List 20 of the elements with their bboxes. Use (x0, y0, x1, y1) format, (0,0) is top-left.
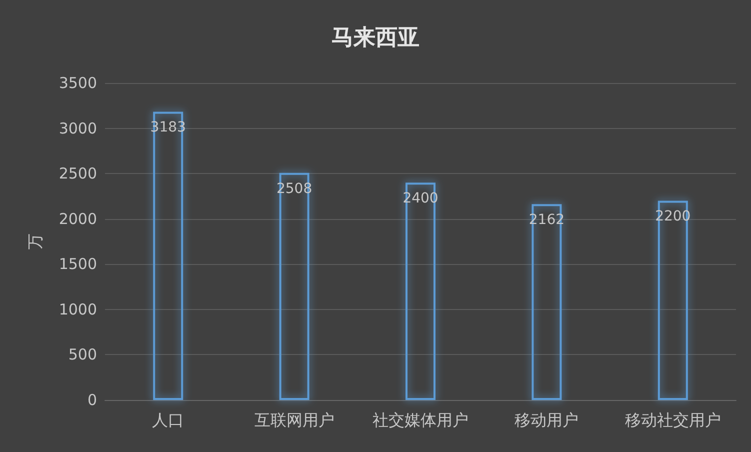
x-tick-label: 移动用户 (514, 410, 579, 430)
chart-title: 马来西亚 (332, 26, 420, 50)
y-axis-title: 万 (26, 234, 44, 250)
y-tick-label: 3000 (58, 119, 97, 138)
x-tick-label: 互联网用户 (254, 410, 334, 430)
bar (532, 204, 562, 400)
y-tick-label: 1500 (58, 255, 97, 274)
x-tick-label: 移动社交用户 (624, 410, 721, 430)
bar (406, 182, 436, 400)
y-tick-label: 0 (87, 391, 97, 409)
x-tick-label: 社交媒体用户 (372, 410, 468, 430)
y-tick-label: 2000 (58, 210, 97, 228)
y-tick-label: 500 (68, 346, 97, 364)
y-tick-label: 3500 (58, 74, 97, 92)
x-tick-label: 人口 (152, 410, 184, 430)
bar (153, 112, 184, 400)
bar (279, 172, 310, 400)
y-tick-label: 2500 (58, 164, 97, 183)
y-tick-label: 1000 (58, 300, 97, 318)
bar (658, 200, 688, 400)
